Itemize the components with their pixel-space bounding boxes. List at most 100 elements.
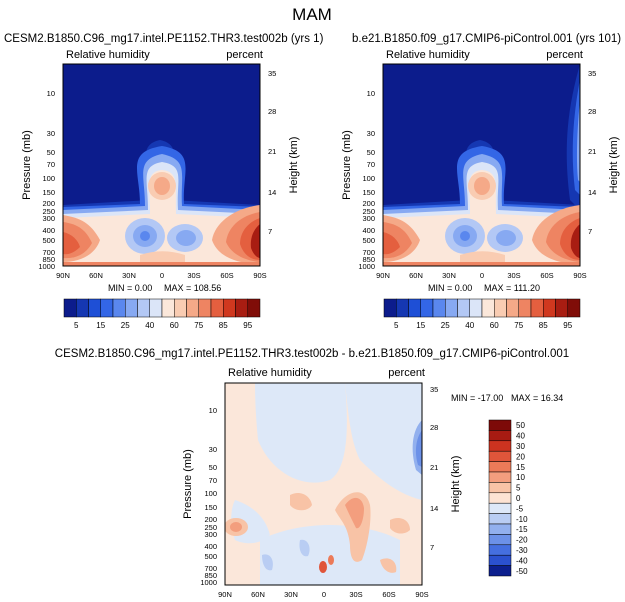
- panel-3-xtick-60s: 60S: [382, 590, 395, 599]
- panel-2-plot-frame: [382, 63, 581, 267]
- figure-title: MAM: [292, 5, 332, 24]
- panel-3-y2tick-14: 14: [430, 504, 438, 513]
- panel-1-y2tick-14: 14: [268, 188, 276, 197]
- panel-2-xtick-60n: 60N: [409, 271, 423, 280]
- panel-1-colorbar-swatch: [247, 298, 261, 318]
- panel-1-colorbar-swatch: [210, 298, 224, 318]
- panel-3-colorbar-swatch: [488, 419, 512, 431]
- panel-1-xtick-60s: 60S: [220, 271, 233, 280]
- panel-1-colorbar-swatch: [76, 298, 89, 318]
- panel-1-ytick-200: 200: [42, 199, 55, 208]
- panel-3-y2tick-35: 35: [430, 385, 438, 394]
- panel-2-ytick-150: 150: [362, 188, 375, 197]
- panel-3-xtick-90s: 90S: [415, 590, 428, 599]
- panel-3-ylabel: Pressure (mb): [182, 449, 194, 519]
- panel-3-ytick-30: 30: [209, 445, 217, 454]
- panel-2-colorbar-swatch: [445, 298, 458, 318]
- panel-2-contour-field: [383, 64, 580, 266]
- panel-2-ytick-70: 70: [367, 160, 375, 169]
- panel-1-ytick-70: 70: [47, 160, 55, 169]
- panel-3-contour-field: [225, 383, 422, 585]
- panel-2-xtick-60s: 60S: [540, 271, 553, 280]
- panel-3-colorbar-swatch: [488, 513, 512, 525]
- panel-2-colorbar-swatch: [530, 298, 544, 318]
- panel-1-xtick-90s: 90S: [253, 271, 266, 280]
- panel-2-colorbar-swatch: [555, 298, 568, 318]
- panel-2-colorbar-swatch: [506, 298, 519, 318]
- panel-1-plot-frame: [62, 63, 261, 267]
- panel-1-ytick-400: 400: [42, 226, 55, 235]
- panel-2-ytick-1000: 1000: [358, 262, 375, 271]
- panel-2-colorbar-swatch: [420, 298, 434, 318]
- panel-2-ytick-100: 100: [362, 174, 375, 183]
- panel-1-xtick-90n: 90N: [56, 271, 70, 280]
- panel-2-ytick-300: 300: [362, 214, 375, 223]
- panel-3-colorbar-swatch: [488, 544, 512, 556]
- panel-2-colorbar-swatch: [432, 298, 446, 318]
- panel-2-y2tick-28: 28: [588, 107, 596, 116]
- panel-3-colorbar-label: 50: [516, 421, 525, 430]
- panel-3-colorbar-label: -40: [516, 556, 528, 565]
- panel-3-y2label: Height (km): [450, 456, 462, 513]
- panel-1-colorbar-swatch: [125, 298, 138, 318]
- panel-3-ytick-70: 70: [209, 476, 217, 485]
- panel-2-y2label: Height (km): [608, 137, 620, 194]
- panel-2-right-label: percent: [546, 49, 583, 61]
- panel-3-xtick-30s: 30S: [349, 590, 362, 599]
- panel-1-colorbar-label: 40: [145, 321, 154, 330]
- panel-1-ytick-500: 500: [42, 236, 55, 245]
- panel-2-y2tick-35: 35: [588, 69, 596, 78]
- panel-1-colorbar-label: 75: [194, 321, 203, 330]
- panel-3-colorbar-label: 5: [516, 484, 521, 493]
- panel-2-ylabel: Pressure (mb): [341, 130, 353, 200]
- panel-3-y2tick-7: 7: [430, 543, 434, 552]
- panel-3-ytick-50: 50: [209, 463, 217, 472]
- panel-1-colorbar-swatch: [235, 298, 248, 318]
- panel-2-ytick-200: 200: [362, 199, 375, 208]
- panel-1-colorbar-label: 15: [96, 321, 105, 330]
- panel-1-colorbar-swatch: [198, 298, 212, 318]
- panel-3-colorbar-label: 15: [516, 463, 525, 472]
- panel-1-colorbar-swatch: [161, 298, 175, 318]
- panel-3-axes: Pressure (mb) Height (km) 10 30 50 70 10…: [182, 385, 563, 599]
- panel-2-xtick-30n: 30N: [442, 271, 456, 280]
- panel-3-max-stat: MAX = 16.34: [511, 393, 563, 403]
- panel-1-colorbar-swatch: [174, 298, 187, 318]
- panel-2-colorbar-label: 15: [416, 321, 425, 330]
- panel-2-colorbar-swatch: [383, 298, 397, 318]
- panel-3-right-label: percent: [388, 367, 425, 379]
- panel-3-ytick-850: 850: [204, 571, 217, 580]
- panel-2-y2tick-21: 21: [588, 147, 596, 156]
- panel-1-ytick-100: 100: [42, 174, 55, 183]
- panel-1-axes: Pressure (mb) Height (km) 10 30 50 70 10…: [21, 69, 300, 293]
- panel-3-xtick-0: 0: [322, 590, 326, 599]
- panel-3-y2tick-21: 21: [430, 463, 438, 472]
- panel-1-colorbar: 5 15 25 40 60 75 85 95: [63, 298, 261, 330]
- panel-3-colorbar-swatch: [488, 565, 512, 577]
- panel-3-xtick-60n: 60N: [251, 590, 265, 599]
- panel-2-ytick-500: 500: [362, 236, 375, 245]
- panel-2-ytick-50: 50: [367, 148, 375, 157]
- panel-2-xtick-30s: 30S: [507, 271, 520, 280]
- panel-1-colorbar-label: 5: [74, 321, 79, 330]
- panel-2-colorbar-swatch: [481, 298, 495, 318]
- panel-1-colorbar-swatch: [137, 298, 150, 318]
- panel-2-xtick-90s: 90S: [573, 271, 586, 280]
- panel-1-right-label: percent: [226, 49, 263, 61]
- panel-2-colorbar-swatch: [408, 298, 421, 318]
- panel-2-colorbar-swatch: [518, 298, 532, 318]
- panel-1-ytick-30: 30: [47, 129, 55, 138]
- panel-1-xtick-60n: 60N: [89, 271, 103, 280]
- panel-1-ytick-700: 700: [42, 248, 55, 257]
- panel-3-colorbar-swatch: [488, 523, 512, 535]
- panel-3-colorbar-swatch: [488, 492, 512, 504]
- panel-2-colorbar-swatch: [469, 298, 483, 318]
- panel-3-y2tick-28: 28: [430, 423, 438, 432]
- panel-1-y2tick-35: 35: [268, 69, 276, 78]
- panel-1-ytick-250: 250: [42, 207, 55, 216]
- panel-2-ytick-700: 700: [362, 248, 375, 257]
- panel-3-colorbar-label: 40: [516, 432, 525, 441]
- panel-3-xtick-30n: 30N: [284, 590, 298, 599]
